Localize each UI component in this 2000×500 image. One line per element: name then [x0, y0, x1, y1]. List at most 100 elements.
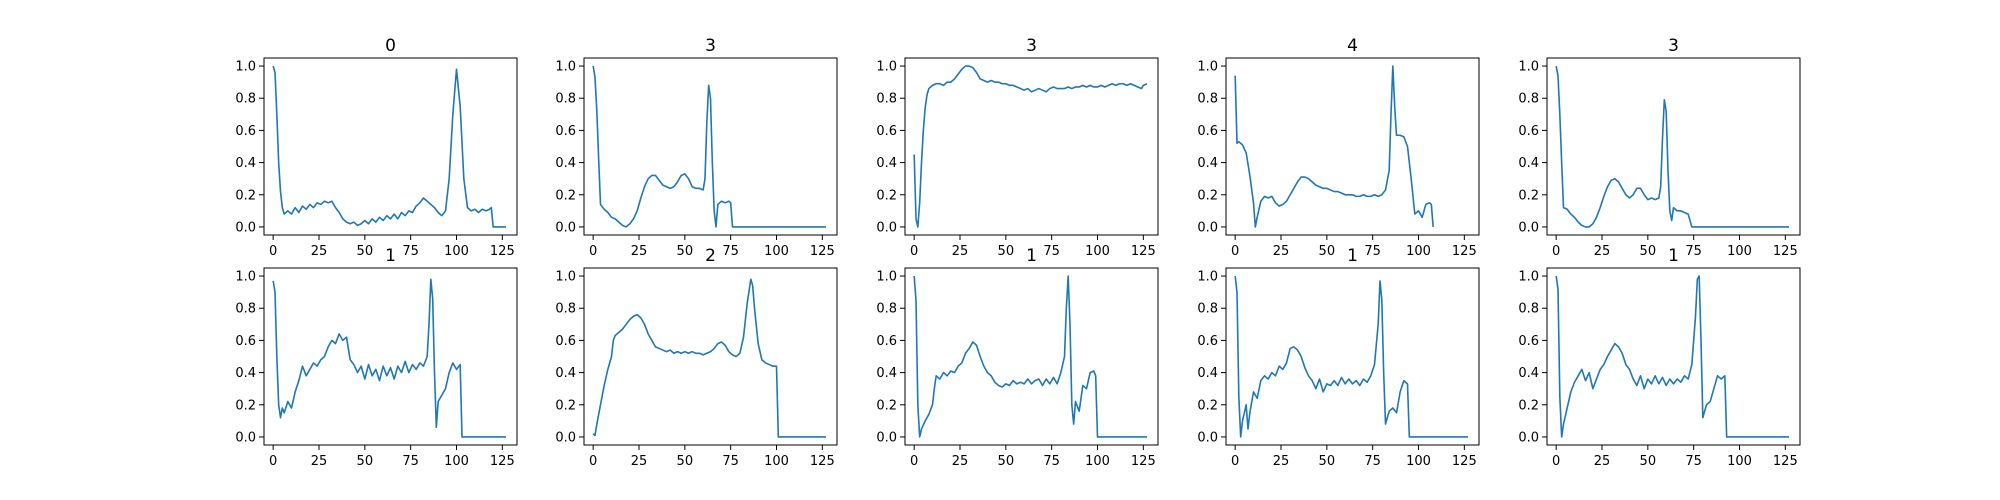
axes-frame — [583, 57, 838, 236]
subplot-4: 3 0 25 50 75 100 125 0.0 0.2 0.4 0.6 0.8 1.0 — [1518, 36, 1801, 259]
y-tick-label: 0.8 — [555, 302, 576, 317]
x-tick-label: 125 — [1131, 244, 1156, 259]
y-tick-label: 0.6 — [1197, 334, 1218, 349]
x-tick-label: 125 — [1452, 244, 1477, 259]
y-tick-label: 0.6 — [1518, 334, 1539, 349]
y-tick-label: 0.0 — [235, 430, 256, 445]
y-tick-label: 0.0 — [1197, 430, 1218, 445]
y-tick-label: 0.6 — [876, 334, 897, 349]
series-line — [913, 275, 1147, 438]
y-tick-label: 0.4 — [555, 156, 576, 171]
x-tick-label: 0 — [1552, 244, 1560, 259]
series-line — [592, 65, 826, 228]
y-tick-label: 0.6 — [555, 334, 576, 349]
y-tick-label: 1.0 — [1197, 270, 1218, 285]
subplot-title: 1 — [385, 246, 396, 266]
x-tick-label: 50 — [1319, 244, 1336, 259]
x-tick-label: 25 — [952, 244, 969, 259]
x-tick-label: 125 — [490, 244, 515, 259]
subplot-9: 1 0 25 50 75 100 125 0.0 0.2 0.4 0.6 0.8 1.0 — [1518, 246, 1801, 469]
x-tick-label: 25 — [952, 454, 969, 469]
x-tick-label: 50 — [1640, 454, 1657, 469]
subplot-3: 4 0 25 50 75 100 125 0.0 0.2 0.4 0.6 0.8 1.0 — [1197, 36, 1480, 259]
subplot-title: 3 — [1668, 36, 1679, 56]
x-tick-label: 25 — [311, 454, 328, 469]
subplot-6: 2 0 25 50 75 100 125 0.0 0.2 0.4 0.6 0.8 1.0 — [555, 246, 838, 469]
x-tick-label: 100 — [1406, 244, 1431, 259]
x-tick-label: 25 — [311, 244, 328, 259]
y-tick-label: 0.6 — [1197, 124, 1218, 139]
x-tick-label: 100 — [1727, 454, 1752, 469]
x-tick-label: 0 — [589, 454, 597, 469]
y-tick-label: 0.0 — [876, 430, 897, 445]
y-tick-label: 0.4 — [1197, 366, 1218, 381]
y-tick-label: 1.0 — [1518, 60, 1539, 75]
y-tick-label: 0.8 — [235, 92, 256, 107]
axes-frame — [904, 267, 1159, 446]
y-tick-label: 0.8 — [555, 92, 576, 107]
x-tick-label: 50 — [357, 454, 374, 469]
x-tick-label: 100 — [444, 244, 469, 259]
x-tick-label: 25 — [1594, 454, 1611, 469]
axes-frame — [263, 57, 518, 236]
subplot-8: 1 0 25 50 75 100 125 0.0 0.2 0.4 0.6 0.8 1.0 — [1197, 246, 1480, 469]
series-line — [592, 278, 826, 438]
series-line — [1555, 65, 1789, 228]
series-line — [1234, 275, 1468, 438]
x-tick-label: 75 — [1364, 454, 1381, 469]
x-tick-label: 0 — [269, 454, 277, 469]
y-tick-label: 0.2 — [1518, 188, 1539, 203]
subplot-0: 0 0 25 50 75 100 125 0.0 0.2 0.4 0.6 0.8 1.0 — [235, 36, 518, 259]
subplot-7: 1 0 25 50 75 100 125 0.0 0.2 0.4 0.6 0.8 1.0 — [876, 246, 1159, 469]
y-tick-label: 0.2 — [235, 188, 256, 203]
x-tick-label: 75 — [1043, 454, 1060, 469]
x-tick-label: 50 — [1640, 244, 1657, 259]
y-tick-label: 0.6 — [235, 124, 256, 139]
x-tick-label: 75 — [722, 244, 739, 259]
x-tick-label: 100 — [444, 454, 469, 469]
y-tick-label: 0.2 — [555, 398, 576, 413]
y-tick-label: 0.8 — [876, 302, 897, 317]
axes-frame — [904, 57, 1159, 236]
y-tick-label: 1.0 — [876, 60, 897, 75]
x-tick-label: 75 — [1043, 244, 1060, 259]
y-tick-label: 0.4 — [876, 366, 897, 381]
y-tick-label: 0.0 — [1518, 220, 1539, 235]
x-tick-label: 0 — [269, 244, 277, 259]
y-tick-label: 1.0 — [235, 60, 256, 75]
x-tick-label: 125 — [1773, 244, 1798, 259]
y-tick-label: 0.8 — [876, 92, 897, 107]
x-tick-label: 25 — [1273, 244, 1290, 259]
x-tick-label: 25 — [631, 244, 648, 259]
subplot-title: 2 — [705, 246, 716, 266]
subplot-title: 1 — [1347, 246, 1358, 266]
x-tick-label: 125 — [490, 454, 515, 469]
y-tick-label: 0.2 — [876, 188, 897, 203]
x-tick-label: 50 — [1319, 454, 1336, 469]
y-tick-label: 0.4 — [876, 156, 897, 171]
subplot-title: 1 — [1026, 246, 1037, 266]
x-tick-label: 75 — [1364, 244, 1381, 259]
axes-frame — [263, 267, 518, 446]
series-line — [1234, 65, 1434, 228]
y-tick-label: 0.4 — [235, 366, 256, 381]
x-tick-label: 125 — [1773, 454, 1798, 469]
y-tick-label: 0.0 — [1197, 220, 1218, 235]
series-line — [272, 65, 506, 228]
y-tick-label: 0.4 — [1518, 366, 1539, 381]
y-tick-label: 1.0 — [235, 270, 256, 285]
x-tick-label: 25 — [631, 454, 648, 469]
axes-frame — [1225, 267, 1480, 446]
y-tick-label: 0.8 — [1197, 302, 1218, 317]
x-tick-label: 100 — [764, 244, 789, 259]
y-tick-label: 1.0 — [555, 60, 576, 75]
x-tick-label: 100 — [1406, 454, 1431, 469]
axes-frame — [583, 267, 838, 446]
y-tick-label: 0.8 — [235, 302, 256, 317]
y-tick-label: 1.0 — [1197, 60, 1218, 75]
axes-frame — [1225, 57, 1480, 236]
x-tick-label: 125 — [1452, 454, 1477, 469]
y-tick-label: 0.6 — [555, 124, 576, 139]
series-line — [913, 65, 1148, 228]
y-tick-label: 0.2 — [235, 398, 256, 413]
